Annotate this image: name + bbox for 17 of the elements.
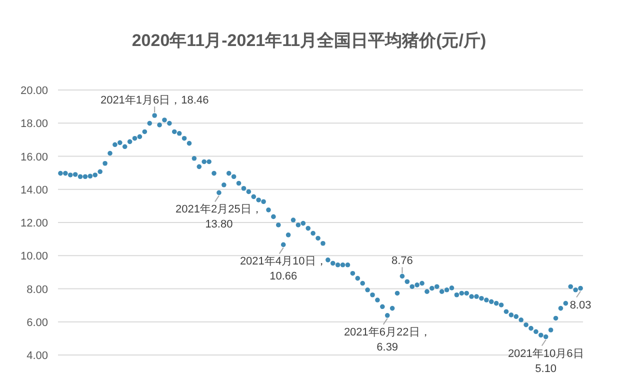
annotation: 2021年1月6日，18.46 — [100, 94, 209, 107]
annotation: 2021年10月6日 5.10 — [508, 348, 584, 375]
y-tick-label: 10.00 — [20, 250, 48, 263]
y-tick-label: 18.00 — [20, 118, 48, 130]
y-tick-label: 20.00 — [20, 85, 48, 97]
y-tick-label: 14.00 — [20, 184, 48, 196]
y-tick-label: 12.00 — [20, 218, 48, 230]
chart-title: 2020年11月-2021年11月全国日平均猪价(元/斤) — [132, 31, 486, 50]
annotation: 8.03 — [570, 299, 592, 312]
y-tick-label: 6.00 — [26, 316, 48, 329]
y-tick-label: 16.00 — [20, 151, 48, 164]
annotation: 2021年4月10日， 10.66 — [240, 256, 327, 283]
annotation: 8.76 — [392, 255, 413, 268]
annotation: 2021年6月22日， 6.39 — [344, 326, 431, 354]
y-tick-label: 4.00 — [26, 350, 48, 362]
y-tick-label: 8.00 — [26, 284, 48, 296]
annotation: 2021年2月25日， 13.80 — [176, 204, 262, 231]
